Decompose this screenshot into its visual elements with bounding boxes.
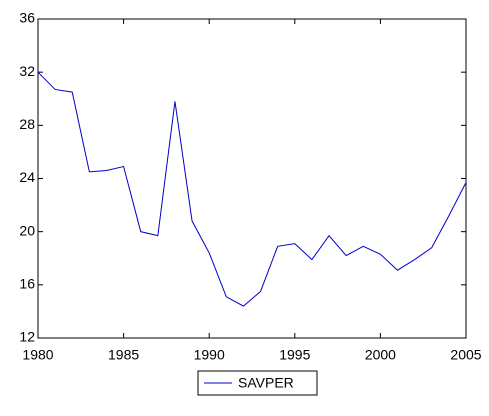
x-tick-label: 1990 — [194, 347, 225, 363]
y-tick-label: 20 — [19, 222, 35, 238]
legend-label: SAVPER — [238, 375, 294, 391]
y-tick-label: 24 — [19, 169, 35, 185]
x-tick-label: 1980 — [22, 347, 53, 363]
legend: SAVPER — [197, 370, 318, 396]
x-tick-label: 1995 — [279, 347, 310, 363]
x-tick-label: 2000 — [365, 347, 396, 363]
y-tick-label: 32 — [19, 63, 35, 79]
y-tick-label: 12 — [19, 329, 35, 345]
y-tick-label: 16 — [19, 276, 35, 292]
y-tick-label: 28 — [19, 116, 35, 132]
y-tick-label: 36 — [19, 10, 35, 26]
x-tick-label: 1985 — [108, 347, 139, 363]
plot-frame — [37, 18, 467, 339]
x-tick-label: 2005 — [450, 347, 481, 363]
data-line — [37, 71, 467, 307]
